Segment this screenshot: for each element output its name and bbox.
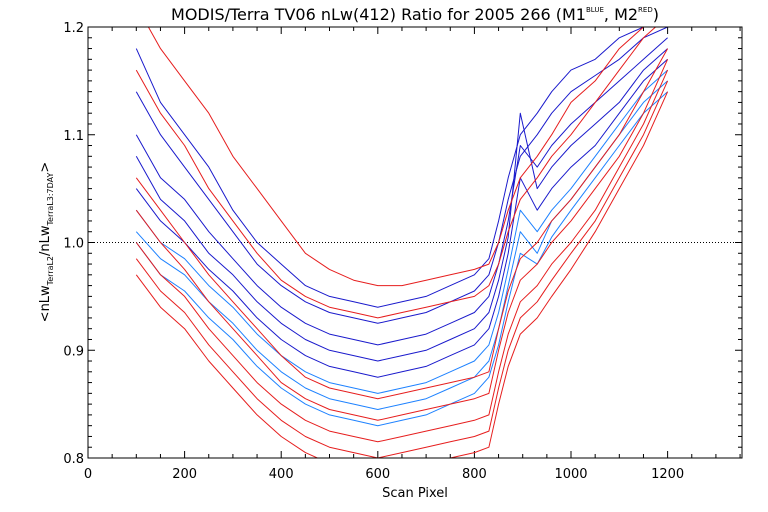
- series-line-m2-9: [135, 27, 657, 319]
- ylabel-sub2: TerraL3:7DAY: [46, 172, 55, 226]
- y-tick-label: 0.8: [63, 452, 84, 467]
- series-line-m2-8: [147, 27, 645, 287]
- title-sup-red: RED: [638, 6, 653, 14]
- ylabel-open: <nLw: [38, 285, 53, 322]
- y-tick-label: 1.0: [63, 237, 84, 252]
- x-tick-label: 200: [172, 467, 197, 482]
- series-line-m1-0: [135, 27, 645, 308]
- y-tick-label: 0.9: [63, 344, 84, 359]
- ylabel-sub1: TerraL2: [46, 256, 55, 286]
- plot-frame: [87, 26, 743, 459]
- series-line-m2-10: [135, 48, 669, 400]
- series-layer: [135, 27, 669, 458]
- y-axis-label: <nLwTerraL2/nLwTerraL3:7DAY>: [38, 162, 55, 323]
- title-mid: , M2: [604, 5, 638, 24]
- series-line-m1-2: [135, 37, 668, 346]
- series-line-m2-14: [135, 91, 669, 458]
- series-line-m1-3: [135, 48, 668, 362]
- series-line-m1-7: [135, 91, 668, 427]
- series-line-m2-11: [135, 59, 669, 421]
- chart-title: MODIS/Terra TV06 nLw(412) Ratio for 2005…: [171, 5, 659, 24]
- ylabel-slash: /nLw: [38, 225, 53, 256]
- title-sup-blue: BLUE: [586, 6, 604, 14]
- ylabel-close: >: [38, 162, 53, 173]
- x-tick-label: 1200: [651, 467, 684, 482]
- series-line-m1-5: [135, 69, 668, 394]
- axis-ticks: 0 200 400 600 800 1000 1200 0.8 0.9 1.0 1.1 1.2: [63, 21, 742, 482]
- x-tick-label: 1000: [554, 467, 587, 482]
- x-tick-label: 400: [269, 467, 294, 482]
- x-tick-label: 600: [365, 467, 390, 482]
- x-tick-label: 0: [84, 467, 92, 482]
- x-tick-label: 800: [462, 467, 487, 482]
- y-tick-label: 1.2: [63, 21, 84, 36]
- x-axis-label: Scan Pixel: [382, 486, 448, 501]
- series-line-m2-13: [135, 80, 669, 458]
- y-tick-label: 1.1: [63, 129, 84, 144]
- series-line-m1-4: [135, 58, 668, 378]
- series-line-m1-1: [135, 27, 668, 324]
- series-line-m2-12: [135, 69, 669, 443]
- title-main: MODIS/Terra TV06 nLw(412) Ratio for 2005…: [171, 5, 586, 24]
- title-end: ): [653, 5, 659, 24]
